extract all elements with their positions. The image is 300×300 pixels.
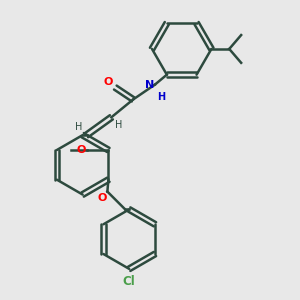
Text: Cl: Cl: [123, 275, 136, 288]
Text: N: N: [145, 80, 154, 90]
Text: O: O: [104, 76, 113, 87]
Text: H: H: [115, 120, 123, 130]
Text: O: O: [76, 145, 86, 155]
Text: O: O: [97, 193, 106, 202]
Text: H: H: [157, 92, 165, 101]
Text: H: H: [75, 122, 82, 132]
